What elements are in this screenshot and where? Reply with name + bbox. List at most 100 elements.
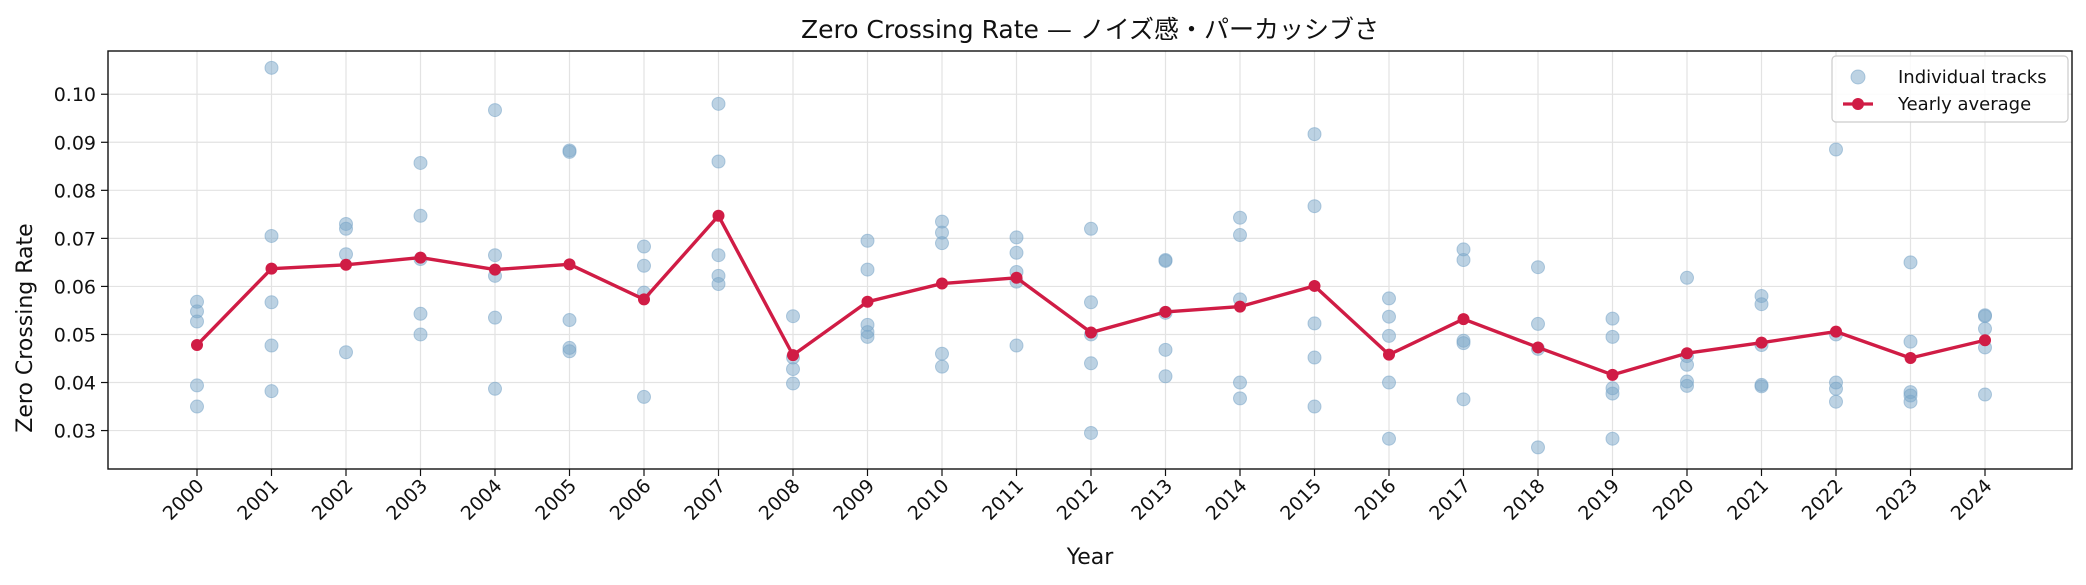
average-point (1308, 279, 1321, 292)
track-point (562, 144, 577, 159)
track-point (1233, 391, 1247, 406)
average-point (414, 251, 427, 264)
track-point (1829, 142, 1843, 157)
track-point (935, 359, 949, 374)
track-point (1084, 221, 1098, 236)
track-point (1382, 375, 1396, 390)
track-point (1233, 375, 1247, 390)
track-point (1456, 336, 1471, 351)
track-point (264, 228, 279, 243)
y-tick-label: 0.03 (54, 421, 96, 443)
average-point (1606, 368, 1619, 381)
track-point (1084, 356, 1098, 371)
track-point (264, 338, 279, 353)
track-point (711, 248, 726, 263)
y-tick-label: 0.07 (54, 228, 96, 250)
y-tick-label: 0.10 (54, 84, 96, 106)
average-point (563, 258, 576, 271)
track-point (1829, 381, 1843, 396)
y-tick-label: 0.06 (54, 276, 96, 298)
average-point (712, 209, 725, 222)
track-point (1382, 328, 1396, 343)
average-point (1979, 334, 1991, 347)
track-point (1531, 260, 1545, 275)
plot-frame (107, 50, 2073, 470)
track-point (339, 345, 353, 360)
track-point (1307, 127, 1322, 142)
average-point (1383, 348, 1395, 361)
track-point (711, 96, 726, 111)
track-point (1829, 394, 1843, 409)
track-point (1456, 253, 1471, 267)
y-tick-label: 0.09 (54, 132, 96, 154)
average-point (1457, 313, 1470, 326)
average-point (1234, 300, 1246, 313)
track-point (190, 314, 204, 329)
track-point (264, 295, 279, 310)
scatter-layer (190, 60, 1992, 455)
legend-frame (1831, 55, 2069, 123)
track-point (637, 239, 651, 254)
track-point (1009, 338, 1024, 353)
legend-scatter-marker (1850, 69, 1866, 85)
track-point (1009, 230, 1024, 245)
average-point (191, 339, 203, 352)
track-point (413, 327, 428, 342)
track-point (562, 344, 577, 359)
track-point (1307, 399, 1322, 414)
track-point (935, 346, 949, 361)
track-point (935, 236, 949, 251)
track-point (711, 277, 726, 292)
track-point (1158, 342, 1173, 357)
track-point (1233, 228, 1247, 243)
track-point (1307, 350, 1322, 365)
track-point (1903, 255, 1918, 270)
track-point (786, 362, 800, 377)
track-point (786, 309, 800, 324)
track-point (1978, 309, 1992, 324)
y-axis-label: Zero Crossing Rate (13, 223, 38, 432)
track-point (1233, 210, 1247, 225)
average-point (1830, 325, 1842, 338)
track-point (637, 258, 651, 273)
track-point (488, 103, 502, 118)
track-point (1605, 386, 1620, 401)
y-tick-label: 0.05 (54, 324, 96, 346)
track-point (1605, 431, 1620, 446)
average-point (1532, 341, 1544, 354)
track-point (1903, 394, 1918, 409)
track-point (1382, 431, 1396, 446)
average-point (861, 295, 874, 308)
average-point (1755, 336, 1768, 349)
track-point (1531, 316, 1545, 331)
line-layer (191, 209, 1991, 381)
track-point (190, 378, 204, 393)
average-point (1085, 326, 1097, 339)
legend-line-marker (1852, 98, 1864, 110)
track-point (1531, 440, 1545, 455)
track-point (190, 399, 204, 414)
track-point (1605, 311, 1620, 326)
average-point (340, 258, 352, 271)
track-point (562, 313, 577, 328)
track-point (1754, 379, 1769, 394)
track-point (1754, 297, 1769, 312)
track-point (1456, 392, 1471, 407)
legend: Individual tracks Yearly average (1831, 55, 2069, 123)
track-point (1158, 369, 1173, 384)
track-point (1084, 295, 1098, 310)
track-point (1680, 270, 1694, 285)
x-axis-label: Year (1066, 545, 1115, 570)
track-point (413, 155, 428, 170)
track-point (1978, 387, 1992, 402)
y-tick-label: 0.08 (54, 180, 96, 202)
track-point (1382, 309, 1396, 324)
track-point (1680, 357, 1694, 372)
track-point (860, 233, 875, 248)
track-point (1680, 378, 1694, 393)
track-point (786, 376, 800, 391)
track-point (339, 221, 353, 236)
